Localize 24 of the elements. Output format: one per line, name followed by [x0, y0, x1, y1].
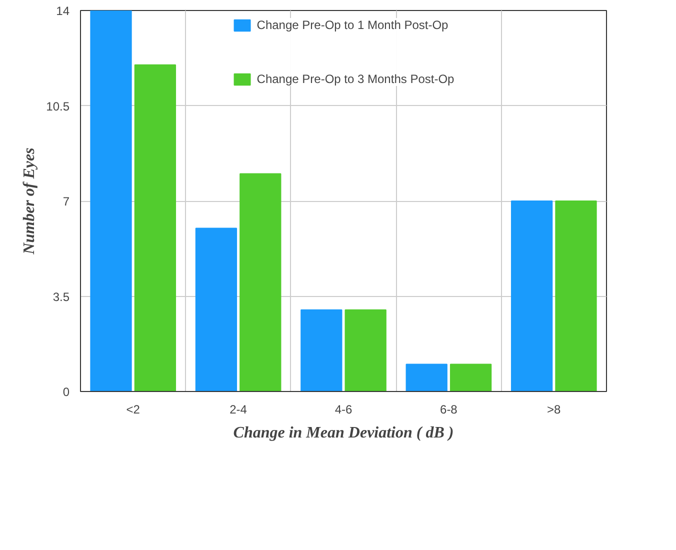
- legend-label: Change Pre-Op to 1 Month Post-Op: [256, 18, 448, 32]
- legend-label: Change Pre-Op to 3 Months Post-Op: [256, 72, 454, 86]
- x-tick-label: 2-4: [230, 402, 248, 416]
- bar: [134, 64, 176, 392]
- bar: [195, 228, 238, 392]
- y-tick-label: 10.5: [46, 99, 70, 114]
- x-tick-label: >8: [547, 402, 562, 416]
- y-tick-label: 3.5: [52, 290, 70, 304]
- y-tick-label: 7: [62, 194, 70, 208]
- y-tick-label: 0: [62, 385, 70, 399]
- bar: [555, 200, 597, 392]
- x-axis-title: Change in Mean Deviation ( dB ): [233, 424, 454, 442]
- x-tick-label: 4-6: [334, 402, 352, 416]
- y-tick-label: 14: [56, 4, 70, 18]
- bar: [450, 364, 492, 392]
- x-tick-label: 6-8: [440, 402, 458, 416]
- y-axis-title: Number of Eyes: [21, 148, 38, 256]
- bar: [344, 309, 386, 392]
- x-tick-label: <2: [126, 402, 140, 416]
- bar: [90, 10, 132, 392]
- bar: [406, 364, 448, 392]
- bar: [300, 309, 342, 392]
- bar: [510, 200, 553, 392]
- bar: [240, 173, 282, 392]
